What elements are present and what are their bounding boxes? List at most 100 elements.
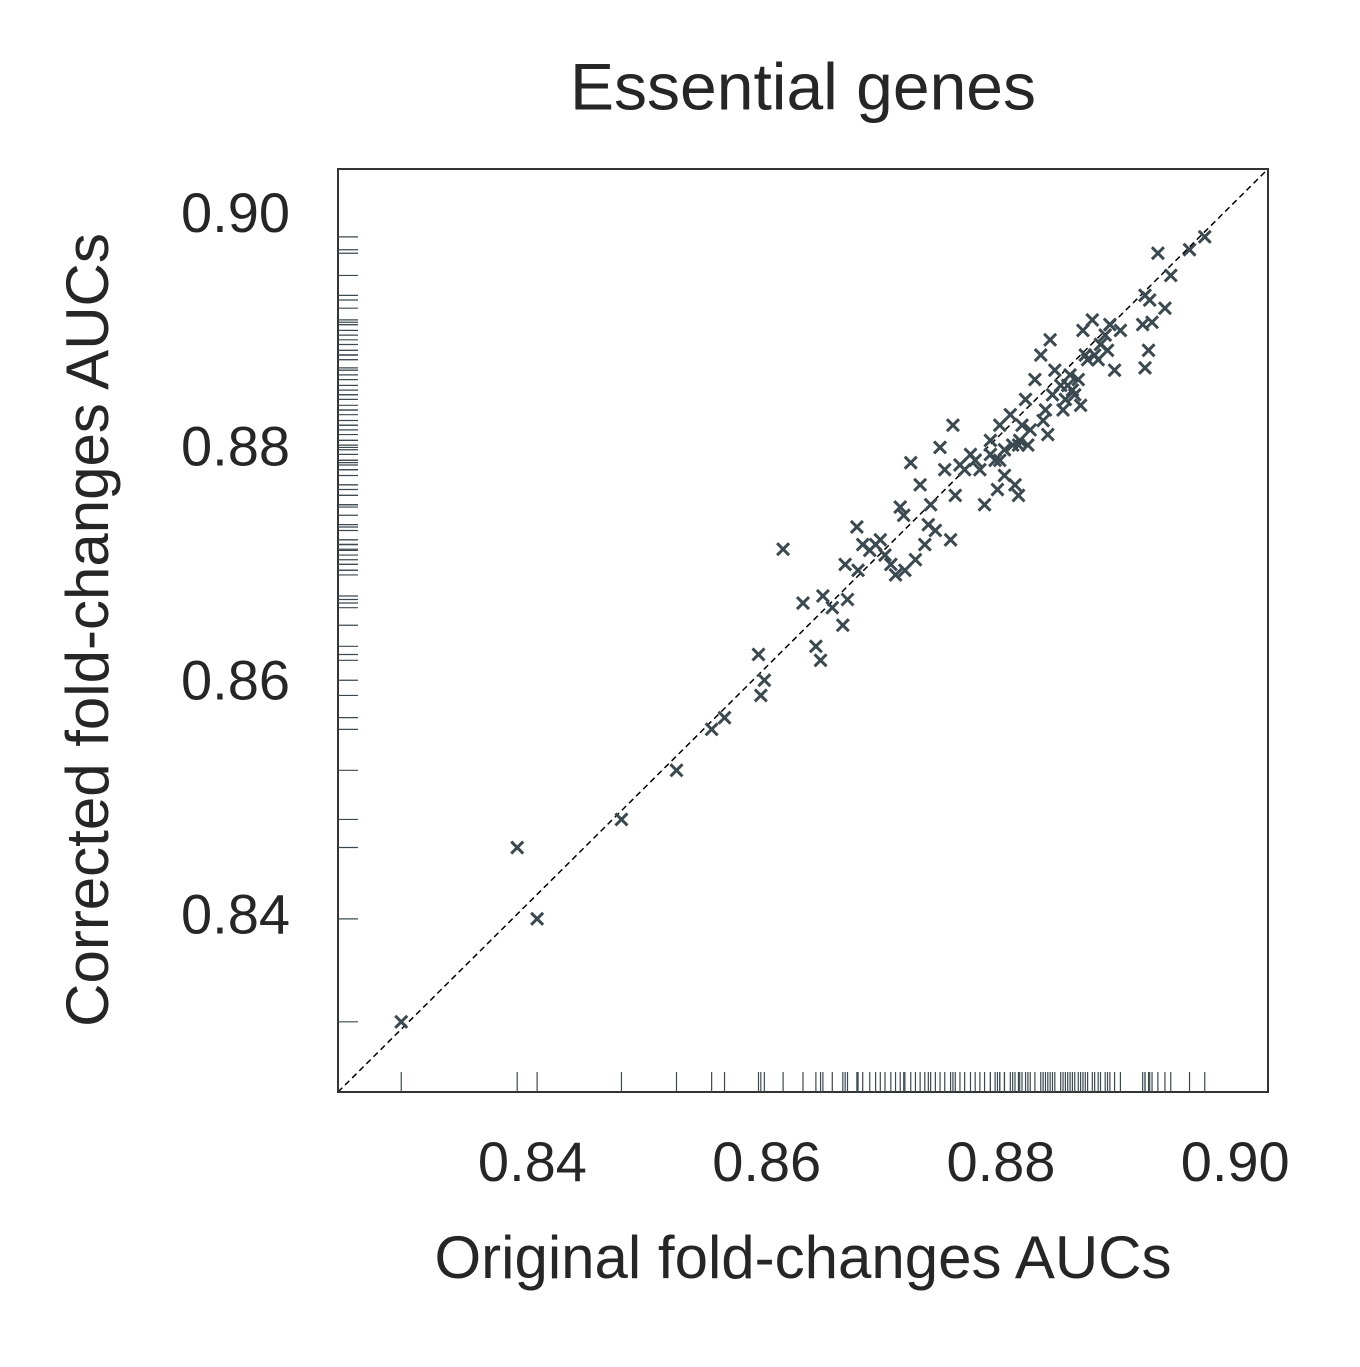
point — [1027, 372, 1042, 387]
point — [704, 722, 719, 737]
point-stroke — [838, 557, 853, 572]
point — [883, 557, 898, 572]
point-stroke — [1150, 246, 1165, 261]
point — [888, 567, 903, 582]
point-stroke — [753, 688, 768, 703]
point-stroke — [888, 567, 903, 582]
point-stroke — [983, 433, 998, 448]
y-tick-label: 0.90 — [181, 181, 290, 244]
point — [1055, 402, 1071, 418]
point-stroke — [1163, 268, 1178, 283]
point — [932, 440, 948, 455]
y-tick-label: 0.84 — [181, 883, 290, 946]
point — [394, 1014, 409, 1029]
point — [1078, 347, 1093, 363]
point-stroke — [943, 532, 958, 547]
point-stroke — [1065, 383, 1080, 398]
point-stroke — [1100, 343, 1115, 358]
point — [1012, 433, 1027, 448]
x-tick-label: 0.90 — [1181, 1130, 1290, 1193]
point — [1038, 402, 1053, 418]
point — [835, 618, 850, 633]
point-stroke — [945, 418, 960, 433]
point-stroke — [1023, 422, 1038, 437]
point-stroke — [873, 532, 888, 547]
y-axis-label: Corrected fold-changes AUCs — [54, 233, 121, 1027]
point — [1182, 242, 1197, 257]
point — [753, 688, 768, 703]
point-stroke — [1018, 392, 1033, 407]
point — [1058, 392, 1073, 407]
point — [948, 488, 963, 503]
point-stroke — [1040, 427, 1055, 442]
point-stroke — [669, 763, 684, 778]
x-tick-label: 0.84 — [478, 1130, 587, 1193]
point — [1107, 363, 1122, 378]
y-tick-label: 0.88 — [181, 415, 290, 478]
point — [1073, 398, 1088, 413]
point-stroke — [704, 722, 719, 737]
point — [840, 592, 855, 607]
point — [897, 563, 912, 578]
point-stroke — [1047, 363, 1062, 378]
point-stroke — [1055, 402, 1071, 418]
point-stroke — [877, 547, 893, 563]
point — [813, 653, 828, 668]
point — [1113, 323, 1128, 338]
point-stroke — [510, 840, 525, 855]
point — [1141, 343, 1156, 358]
point-stroke — [896, 508, 911, 523]
point — [1036, 413, 1051, 428]
point — [1085, 312, 1100, 327]
point-stroke — [1043, 332, 1058, 347]
point — [1011, 438, 1026, 453]
point — [1043, 332, 1058, 347]
point-stroke — [849, 519, 864, 535]
point-stroke — [1135, 317, 1150, 332]
point-stroke — [717, 710, 732, 725]
point-stroke — [1107, 363, 1122, 378]
point-stroke — [1036, 413, 1051, 428]
point — [1045, 387, 1060, 402]
point — [983, 433, 998, 448]
point — [1157, 301, 1172, 316]
point-stroke — [813, 653, 828, 668]
point-stroke — [1014, 418, 1030, 433]
point — [997, 468, 1012, 483]
point-stroke — [1038, 402, 1053, 418]
point — [614, 812, 629, 827]
point — [776, 542, 791, 557]
point — [1040, 427, 1055, 442]
point — [1071, 372, 1086, 387]
point-stroke — [815, 588, 830, 604]
point — [893, 500, 908, 515]
point-stroke — [1142, 292, 1157, 308]
point — [1047, 363, 1062, 378]
diagonal-line — [337, 168, 1269, 1093]
point-stroke — [1012, 433, 1027, 448]
point — [1062, 367, 1078, 382]
x-tick-label: 0.86 — [712, 1130, 821, 1193]
x-axis-label: Original fold-changes AUCs — [434, 1224, 1171, 1291]
point — [1102, 317, 1117, 332]
point — [838, 557, 853, 572]
point — [757, 673, 772, 688]
point-stroke — [1157, 301, 1172, 316]
point — [992, 418, 1007, 433]
point-stroke — [928, 523, 943, 538]
point — [945, 418, 960, 433]
point-stroke — [937, 462, 952, 477]
point-stroke — [1045, 387, 1060, 402]
point-stroke — [1003, 407, 1018, 422]
point-stroke — [825, 600, 840, 615]
point — [1033, 347, 1048, 363]
point — [1142, 292, 1157, 308]
x-tick-label: 0.88 — [946, 1130, 1055, 1193]
point-stroke — [997, 468, 1012, 483]
point — [1197, 229, 1212, 244]
point-stroke — [795, 595, 811, 611]
point — [717, 710, 732, 725]
point — [968, 453, 983, 468]
point-stroke — [921, 517, 936, 532]
